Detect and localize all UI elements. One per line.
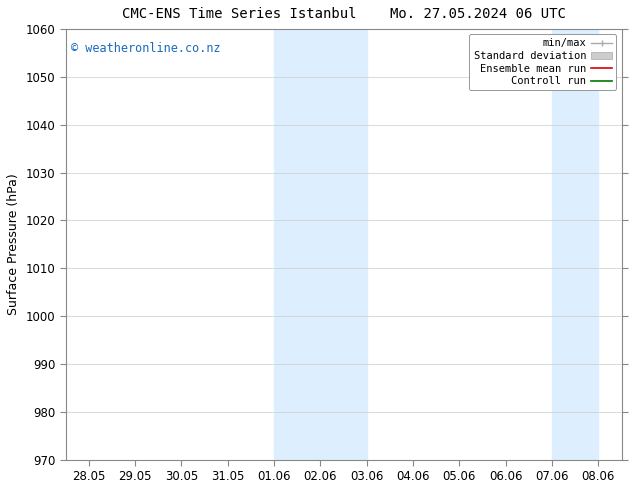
Bar — [274, 29, 320, 460]
Y-axis label: Surface Pressure (hPa): Surface Pressure (hPa) — [7, 173, 20, 315]
Text: © weatheronline.co.nz: © weatheronline.co.nz — [71, 42, 221, 55]
Bar — [552, 29, 598, 460]
Legend: min/max, Standard deviation, Ensemble mean run, Controll run: min/max, Standard deviation, Ensemble me… — [469, 34, 616, 91]
Bar — [320, 29, 366, 460]
Title: CMC-ENS Time Series Istanbul    Mo. 27.05.2024 06 UTC: CMC-ENS Time Series Istanbul Mo. 27.05.2… — [122, 7, 566, 21]
